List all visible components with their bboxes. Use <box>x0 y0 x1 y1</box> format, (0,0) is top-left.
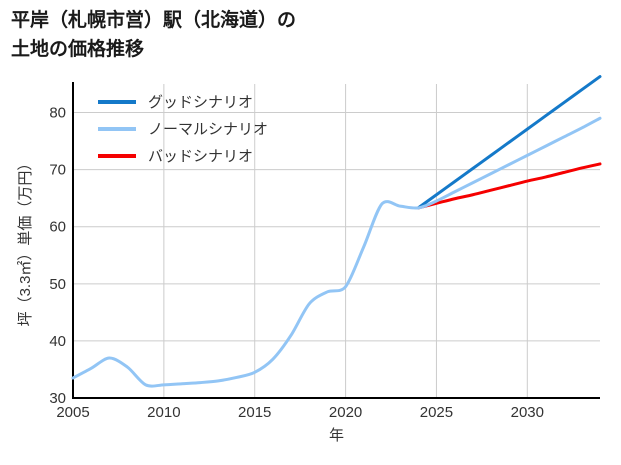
x-tick-label: 2005 <box>56 404 89 421</box>
legend-item[interactable]: ノーマルシナリオ <box>98 121 268 138</box>
x-tick-label: 2025 <box>420 404 453 421</box>
y-tick-label: 80 <box>49 105 66 122</box>
y-tick-labels: 30 40 50 60 70 80 <box>49 105 66 407</box>
page-title: 平岸（札幌市営）駅（北海道）の 土地の価格推移 <box>11 10 297 60</box>
y-tick-label: 70 <box>49 162 66 179</box>
y-tick-label: 40 <box>49 333 66 350</box>
axis-lines <box>72 82 600 399</box>
x-tick-labels: 2005 2010 2015 2020 2025 2030 <box>56 404 544 421</box>
legend-label: バッドシナリオ <box>148 148 253 165</box>
y-tick-label: 30 <box>49 390 66 407</box>
legend-label: ノーマルシナリオ <box>148 121 268 138</box>
axis-titles: 年 坪（3.3㎡）単価（万円） <box>17 156 344 444</box>
legend-label: グッドシナリオ <box>148 94 253 111</box>
y-axis-title: 坪（3.3㎡）単価（万円） <box>17 156 34 327</box>
data-series <box>71 75 602 388</box>
y-tick-label: 60 <box>49 219 66 236</box>
series-line-bad <box>416 162 602 210</box>
series-line-normal <box>71 116 602 388</box>
x-axis-title: 年 <box>329 427 344 444</box>
series-line-good <box>416 75 602 210</box>
x-tick-label: 2020 <box>329 404 362 421</box>
x-tick-label: 2030 <box>511 404 544 421</box>
x-tick-label: 2015 <box>238 404 271 421</box>
legend-item[interactable]: グッドシナリオ <box>98 94 253 111</box>
legend-item[interactable]: バッドシナリオ <box>98 148 253 165</box>
y-tick-label: 50 <box>49 276 66 293</box>
x-tick-label: 2010 <box>147 404 180 421</box>
